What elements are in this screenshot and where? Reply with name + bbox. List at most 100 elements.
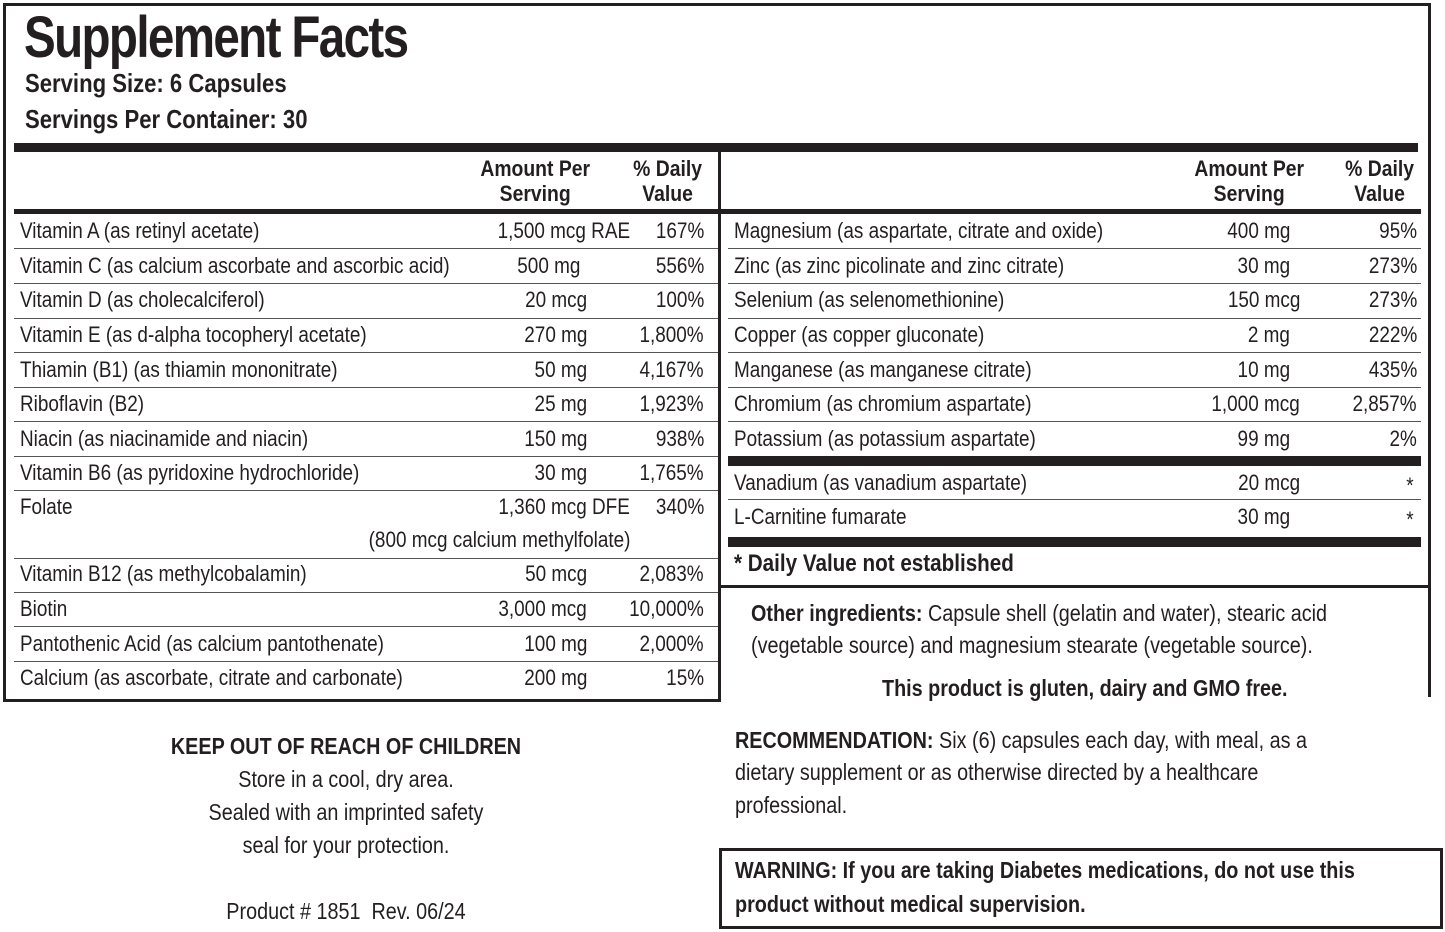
nutrient-amount: 20 mcg <box>524 287 587 312</box>
nutrient-amount: 30 mg <box>1237 504 1290 529</box>
nutrient-dv: 1,800% <box>639 322 704 347</box>
storage-heading: KEEP OUT OF REACH OF CHILDREN <box>170 733 522 759</box>
nutrient-amount: 1,360 mcg DFE <box>498 494 630 519</box>
nutrient-dv: 222% <box>1368 322 1417 347</box>
row-divider <box>14 661 718 662</box>
nutrient-dv: 4,167% <box>639 357 704 382</box>
frame-right-border <box>1428 3 1431 588</box>
header-dv-line2: Value <box>1354 181 1405 206</box>
row-divider <box>14 352 718 353</box>
right-header-amount: Amount Per Serving <box>1192 156 1306 206</box>
other-ingredients-label: Other ingredients: <box>751 600 923 626</box>
row-divider <box>14 626 718 627</box>
recommendation-text: Six (6) capsules each day, with meal, as… <box>933 727 1307 753</box>
nutrient-name: Magnesium (as aspartate, citrate and oxi… <box>734 218 1104 243</box>
nutrient-name: Pantothenic Acid (as calcium pantothenat… <box>20 631 384 656</box>
nutrient-dv: 273% <box>1368 253 1417 278</box>
row-divider <box>14 318 718 319</box>
allergen-free-statement: This product is gluten, dairy and GMO fr… <box>882 675 1288 701</box>
row-divider <box>14 592 718 593</box>
storage-block: KEEP OUT OF REACH OF CHILDREN Store in a… <box>0 730 692 862</box>
nutrient-dv: 2% <box>1389 426 1417 451</box>
header-amount-line2: Serving <box>1213 181 1285 206</box>
nutrient-amount: 3,000 mcg <box>498 596 587 621</box>
nutrient-name: L-Carnitine fumarate <box>734 504 907 529</box>
nutrient-amount: 150 mcg <box>1227 287 1300 312</box>
other-ingredients-line1: Other ingredients: Capsule shell (gelati… <box>751 597 1327 629</box>
nutrient-name: Riboflavin (B2) <box>20 391 145 416</box>
row-divider <box>728 499 1421 500</box>
nutrient-name: Folate <box>20 494 73 519</box>
nutrient-name: Niacin (as niacinamide and niacin) <box>20 426 309 451</box>
nutrient-dv: 2,857% <box>1352 391 1417 416</box>
nutrient-name: Copper (as copper gluconate) <box>734 322 985 347</box>
nutrient-name: Vanadium (as vanadium aspartate) <box>734 470 1028 495</box>
nutrient-amount: 20 mcg <box>1237 470 1300 495</box>
nutrient-dv: 556% <box>655 253 704 278</box>
nutrient-amount: 400 mg <box>1226 218 1290 243</box>
nutrient-amount: 10 mg <box>1237 357 1290 382</box>
nutrient-amount: 270 mg <box>523 322 587 347</box>
nutrient-amount: 99 mg <box>1237 426 1290 451</box>
row-divider <box>14 456 718 457</box>
nutrient-name: Manganese (as manganese citrate) <box>734 357 1032 382</box>
nutrient-amount: 2 mg <box>1247 322 1290 347</box>
servings-per-container: Servings Per Container: 30 <box>25 104 308 134</box>
nutrient-dv: 2,083% <box>639 561 704 586</box>
nutrient-dv: 10,000% <box>629 596 704 621</box>
nutrient-amount: 500 mg <box>516 253 580 278</box>
warning-line1: WARNING: If you are taking Diabetes medi… <box>735 857 1355 883</box>
nutrient-name: Vitamin E (as d-alpha tocopheryl acetate… <box>20 322 367 347</box>
nutrient-name: Vitamin A (as retinyl acetate) <box>20 218 260 243</box>
header-amount-line1: Amount Per <box>480 156 591 181</box>
recommendation-line3: professional. <box>735 792 848 818</box>
right-header-dv: % Daily Value <box>1340 156 1419 206</box>
nutrient-dv: * <box>1406 507 1414 532</box>
nutrient-sub-note: (800 mcg calcium methylfolate) <box>368 527 630 552</box>
left-table-bottom-border <box>3 699 721 702</box>
nutrient-dv: * <box>1406 473 1414 498</box>
right-table-bottom-border <box>721 585 1431 588</box>
row-divider <box>728 318 1421 319</box>
row-divider <box>14 490 718 491</box>
storage-line3: seal for your protection. <box>242 832 450 858</box>
warning-box <box>719 848 1443 929</box>
row-divider <box>728 421 1421 422</box>
nutrient-amount: 50 mg <box>534 357 587 382</box>
nutrient-amount: 1,500 mcg RAE <box>497 218 630 243</box>
nutrient-name: Selenium (as selenomethionine) <box>734 287 1005 312</box>
nutrient-name: Vitamin D (as cholecalciferol) <box>20 287 265 312</box>
storage-line1: Store in a cool, dry area. <box>238 766 454 792</box>
nutrient-name: Zinc (as zinc picolinate and zinc citrat… <box>734 253 1065 278</box>
header-dv-line1: % Daily <box>1345 156 1415 181</box>
nutrient-name: Thiamin (B1) (as thiamin mononitrate) <box>20 357 338 382</box>
nutrient-dv: 435% <box>1368 357 1417 382</box>
nutrient-name: Potassium (as potassium aspartate) <box>734 426 1036 451</box>
nutrient-dv: 1,923% <box>639 391 704 416</box>
header-amount-line2: Serving <box>499 181 571 206</box>
warning-line2: product without medical supervision. <box>735 891 1086 917</box>
left-header-amount: Amount Per Serving <box>478 156 592 206</box>
nutrient-amount: 1,000 mcg <box>1211 391 1300 416</box>
row-divider <box>728 387 1421 388</box>
recommendation-label: RECOMMENDATION: <box>735 727 934 753</box>
header-dv-line1: % Daily <box>633 156 703 181</box>
left-header-bar <box>14 209 718 214</box>
product-info: Product # 1851 Rev. 06/24 <box>226 898 466 924</box>
nutrient-dv: 340% <box>655 494 704 519</box>
row-divider <box>14 387 718 388</box>
nutrient-name: Calcium (as ascorbate, citrate and carbo… <box>20 665 403 690</box>
row-divider <box>728 283 1421 284</box>
nutrient-amount: 30 mg <box>1237 253 1290 278</box>
label-title: Supplement Facts <box>24 5 409 70</box>
row-divider <box>14 248 718 249</box>
nutrient-dv: 95% <box>1379 218 1417 243</box>
nutrient-amount: 50 mcg <box>524 561 587 586</box>
other-ingredients-text: Capsule shell (gelatin and water), stear… <box>922 600 1328 626</box>
frame-left-border <box>3 3 6 702</box>
row-divider <box>14 283 718 284</box>
nutrient-name: Vitamin B12 (as methylcobalamin) <box>20 561 307 586</box>
row-divider <box>14 421 718 422</box>
nutrient-amount: 150 mg <box>523 426 587 451</box>
top-thick-bar <box>14 143 1418 152</box>
